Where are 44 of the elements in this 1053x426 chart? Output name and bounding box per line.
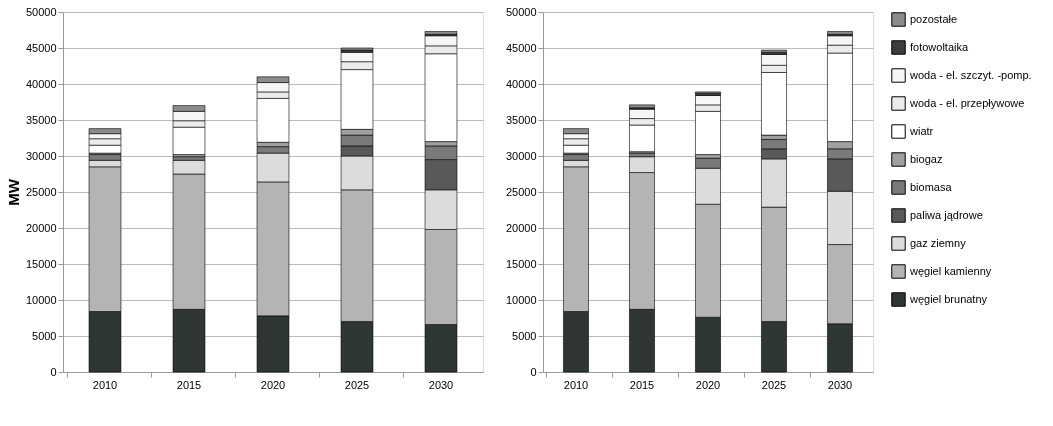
x-tick-label: 2030 xyxy=(428,378,454,391)
y-tick-label: 20000 xyxy=(505,221,537,234)
y-tick-label: 45000 xyxy=(505,41,537,54)
y-tick-label: 10000 xyxy=(505,293,537,306)
y-tick-label: 15000 xyxy=(505,257,537,270)
y-tick-label: 15000 xyxy=(25,257,57,270)
y-tick-label: 35000 xyxy=(25,113,57,126)
legend-label: woda - el. przepływowe xyxy=(909,96,1025,109)
y-tick-label: 35000 xyxy=(505,113,537,126)
x-tick-label: 2025 xyxy=(761,378,787,391)
y-axis-title: MW xyxy=(4,178,22,206)
legend-label: gaz ziemny xyxy=(910,236,967,249)
y-tick-label: 30000 xyxy=(505,149,537,162)
legend-label: pozostałe xyxy=(910,12,958,25)
legend-label: węgiel kamienny xyxy=(909,264,992,277)
y-tick-label: 10000 xyxy=(25,293,57,306)
x-tick-label: 2015 xyxy=(629,378,655,391)
x-tick-label: 2020 xyxy=(260,378,286,391)
y-tick-label: 40000 xyxy=(505,77,537,90)
x-tick-label: 2025 xyxy=(344,378,370,391)
y-tick-label: 30000 xyxy=(25,149,57,162)
y-tick-label: 25000 xyxy=(505,185,537,198)
x-tick-label: 2010 xyxy=(92,378,118,391)
y-tick-label: 5000 xyxy=(32,329,57,342)
legend-label: woda - el. szczyt. -pomp. xyxy=(909,68,1032,81)
y-tick-label: 25000 xyxy=(25,185,57,198)
y-tick-label: 5000 xyxy=(512,329,537,342)
legend-label: wiatr xyxy=(909,124,934,137)
y-tick-label: 0 xyxy=(50,365,57,378)
y-tick-label: 50000 xyxy=(25,5,57,18)
x-tick-label: 2020 xyxy=(695,378,721,391)
x-tick-label: 2030 xyxy=(827,378,853,391)
y-tick-label: 50000 xyxy=(505,5,537,18)
legend-label: biogaz xyxy=(910,152,943,165)
y-tick-label: 20000 xyxy=(25,221,57,234)
legend-label: fotowoltaika xyxy=(910,40,969,53)
y-tick-label: 0 xyxy=(530,365,537,378)
x-tick-label: 2015 xyxy=(176,378,202,391)
y-tick-label: 45000 xyxy=(25,41,57,54)
x-tick-label: 2010 xyxy=(563,378,589,391)
legend-label: biomasa xyxy=(910,180,953,193)
y-tick-label: 40000 xyxy=(25,77,57,90)
legend-label: węgiel brunatny xyxy=(909,292,988,305)
legend-label: paliwa jądrowe xyxy=(910,208,983,221)
